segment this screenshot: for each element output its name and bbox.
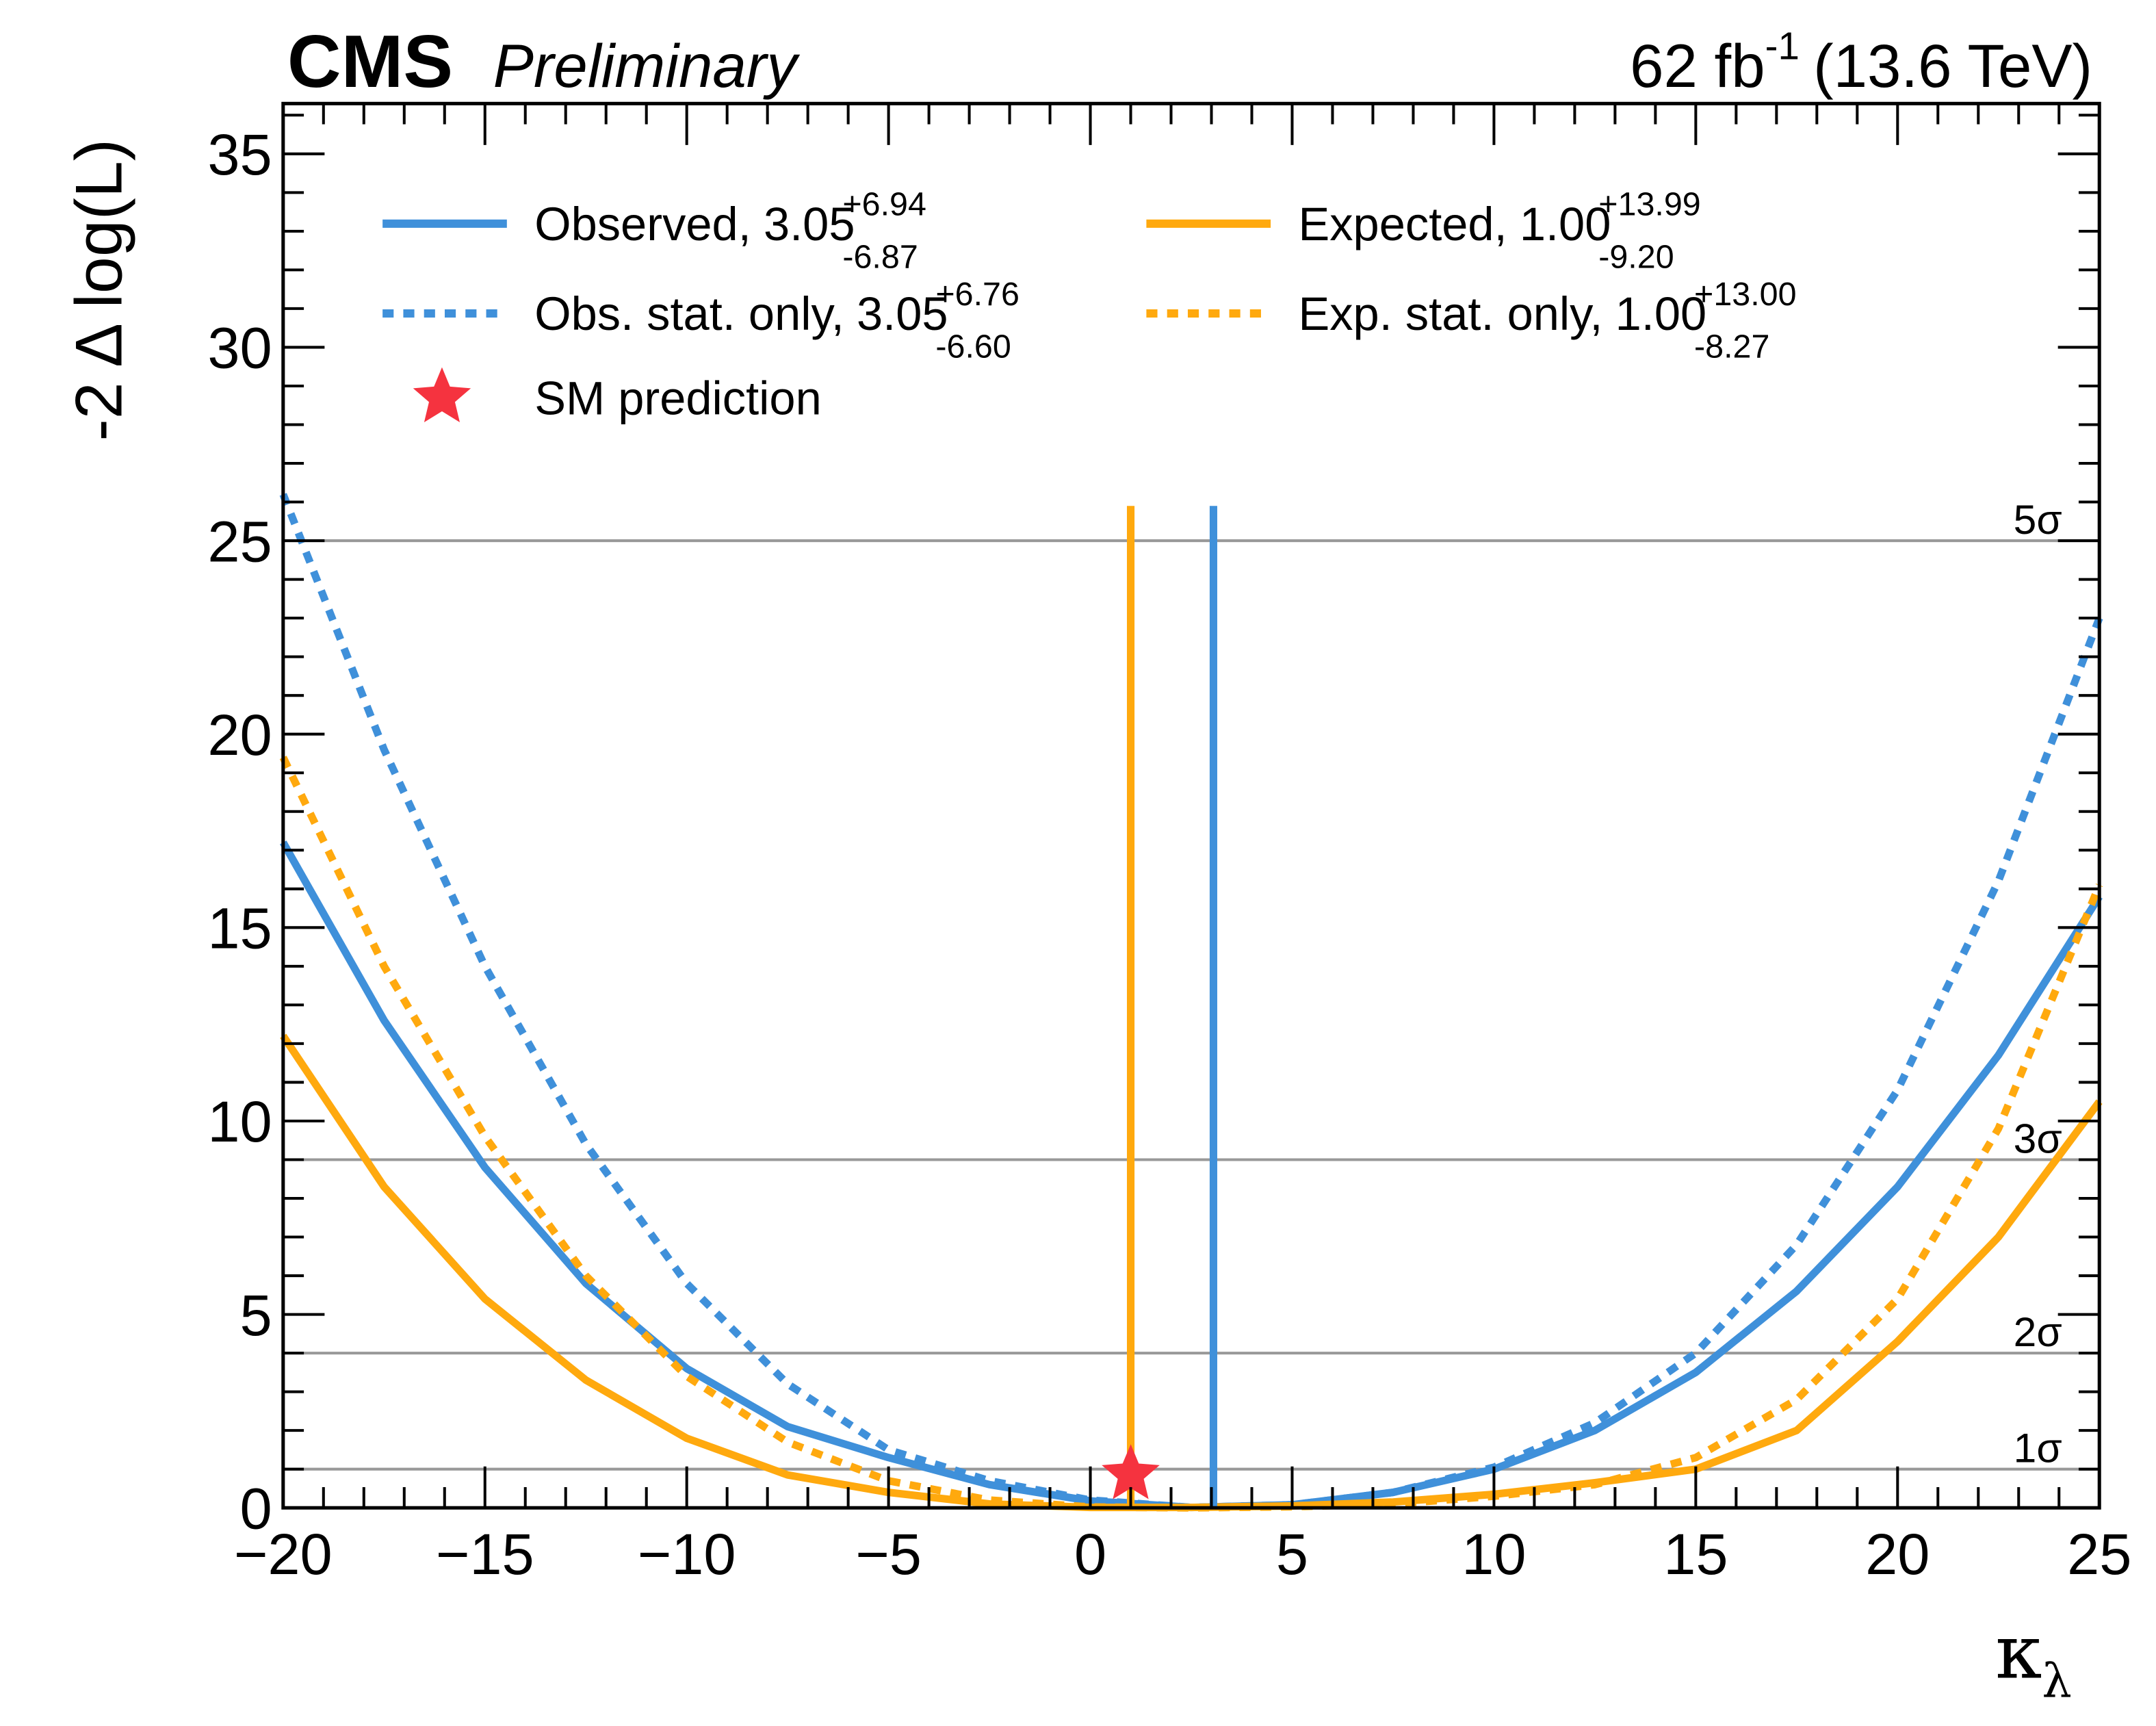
x-tick-label: 10: [1462, 1521, 1526, 1586]
x-tick-label: 15: [1663, 1521, 1728, 1586]
legend-label: Expected, 1.00: [1298, 198, 1611, 250]
y-tick-label: 0: [240, 1476, 272, 1541]
legend-label: Observed, 3.05: [534, 198, 855, 250]
threshold-label: 5σ: [2014, 496, 2062, 543]
curve: [280, 1033, 2103, 1512]
legend-best-fit: 3.05: [857, 287, 948, 340]
y-tick-label: 15: [207, 896, 272, 961]
legend-name: Obs. stat. only,: [534, 287, 844, 340]
y-tick-label: 35: [207, 122, 272, 187]
x-axis-title: κλ: [1995, 1608, 2072, 1708]
x-tick-label: 25: [2067, 1521, 2131, 1586]
lumi-energy: (13.6 TeV): [1813, 32, 2092, 100]
x-tick-label: −20: [234, 1521, 333, 1586]
experiment-label: CMS: [287, 20, 453, 103]
threshold-label: 2σ: [2014, 1309, 2062, 1355]
x-tick-label: −15: [436, 1521, 534, 1586]
legend-best-fit: 1.00: [1520, 198, 1611, 250]
legend-unc-up: +13.00: [1694, 276, 1796, 313]
threshold-label: 1σ: [2014, 1425, 2062, 1471]
y-axis-title: -2 Δ log(L): [62, 139, 136, 441]
legend-unc-down: -9.20: [1598, 238, 1674, 275]
lumi-sup: -1: [1765, 25, 1800, 68]
lumi-label: 62 fb-1 (13.6 TeV): [1630, 25, 2092, 100]
legend-unc-up: +6.76: [935, 276, 1019, 313]
x-axis-sub: λ: [2042, 1654, 2071, 1709]
x-tick-label: 20: [1865, 1521, 1930, 1586]
x-axis-symbol: κ: [1995, 1608, 2042, 1695]
legend-unc-up: +6.94: [842, 186, 926, 223]
threshold-label: 3σ: [2014, 1115, 2062, 1161]
legend-unc-up: +13.99: [1598, 186, 1700, 223]
x-tick-label: −5: [855, 1521, 922, 1586]
status-label: Preliminary: [493, 32, 801, 100]
sm-point: [1102, 1444, 1160, 1499]
legend-label: Exp. stat. only, 1.00: [1298, 287, 1706, 340]
legend-name: Exp. stat. only,: [1298, 287, 1602, 340]
legend-label: Obs. stat. only, 3.05: [534, 287, 948, 340]
x-tick-label: 0: [1074, 1521, 1106, 1586]
y-tick-label: 30: [207, 315, 272, 381]
legend-label: SM prediction: [534, 372, 822, 424]
lumi-text: 62 fb: [1630, 32, 1765, 100]
legend-name: Observed,: [534, 198, 751, 250]
x-tick-label: −10: [638, 1521, 736, 1586]
y-tick-label: 25: [207, 508, 272, 574]
legend-name: Expected,: [1298, 198, 1507, 250]
x-tick-label: 5: [1276, 1521, 1308, 1586]
legend-unc-down: -6.60: [935, 329, 1011, 365]
y-tick-label: 20: [207, 702, 272, 767]
y-tick-label: 5: [240, 1283, 272, 1348]
plot-frame: [281, 101, 2101, 1510]
legend-best-fit: 1.00: [1615, 287, 1707, 340]
legend-unc-down: -8.27: [1694, 329, 1769, 365]
y-tick-label: 10: [207, 1089, 272, 1154]
legend-star: [413, 367, 471, 422]
legend-unc-down: -6.87: [842, 238, 918, 275]
curve: [279, 756, 2103, 1512]
legend-best-fit: 3.05: [764, 198, 855, 250]
